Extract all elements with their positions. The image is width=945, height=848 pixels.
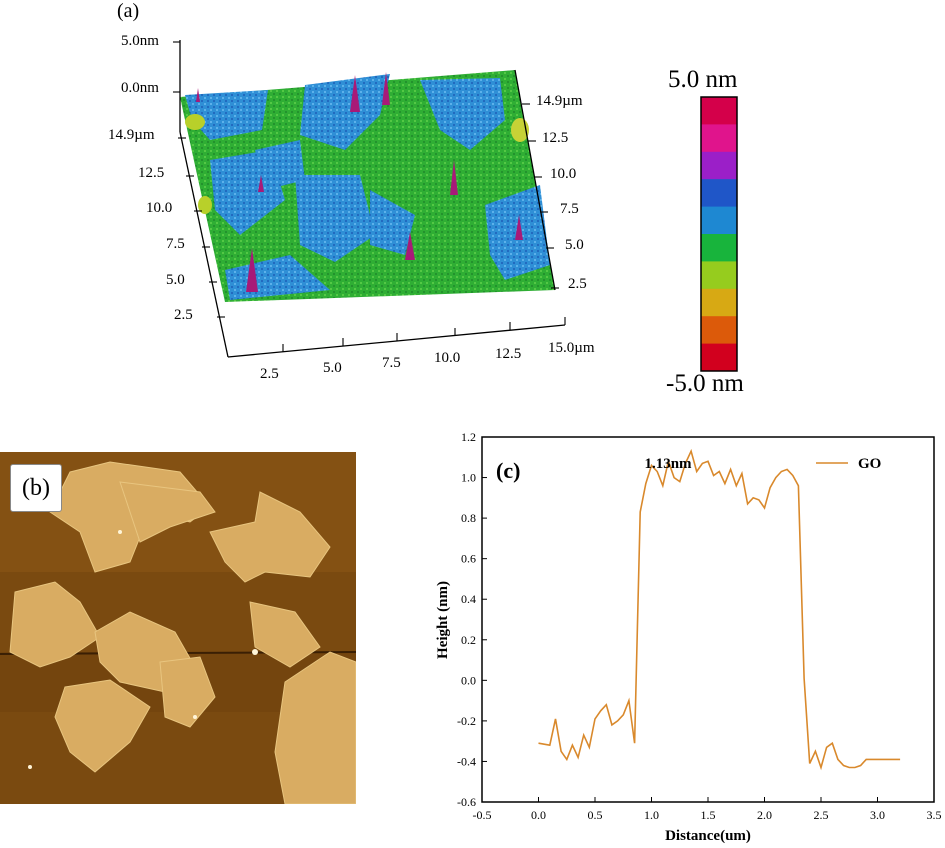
annotation-label: 1.13nm (644, 456, 692, 472)
y-left-tick: 10.0 (146, 200, 173, 216)
flake-9 (255, 140, 305, 190)
peak-2 (382, 72, 390, 105)
x-tick-label: 0.0 (531, 808, 546, 822)
peak-4 (246, 248, 258, 292)
y-tick-label: -0.4 (457, 754, 476, 768)
colorbar-swatch (701, 288, 737, 317)
panel-c-label: (c) (496, 458, 520, 483)
flake-b3 (209, 491, 331, 583)
yellow-spot-3 (198, 196, 212, 214)
colorbar-swatch (701, 206, 737, 235)
y-tick-label: 1.2 (461, 430, 476, 444)
x-tick-label: 3.5 (927, 808, 942, 822)
y-tick-label: -0.6 (457, 795, 476, 809)
peak-6 (515, 215, 523, 240)
flake-3 (420, 78, 505, 150)
flake-b9 (274, 651, 356, 804)
colorbar-swatch (701, 261, 737, 290)
peak-3 (450, 160, 458, 195)
plot-frame (481, 436, 935, 803)
panel-a-label: (a) (117, 0, 140, 22)
y-tick-label: 1.0 (461, 471, 476, 485)
colorbar (700, 96, 738, 372)
x-axis-label: Distance(um) (665, 828, 751, 844)
colorbar-swatch (701, 234, 737, 262)
colorbar-swatch (701, 179, 737, 208)
flake-5 (295, 175, 375, 262)
flake-b7 (159, 656, 216, 728)
flake-b8 (54, 679, 151, 773)
y-right-tick: 14.9µm (536, 93, 583, 109)
y-right-tick: 10.0 (550, 166, 577, 182)
colorbar-top-label: 5.0 nm (668, 66, 738, 93)
y-tick-label: 0.4 (461, 592, 476, 606)
flake-2 (300, 74, 390, 150)
flake-b4 (9, 581, 101, 668)
y-right-tick: 12.5 (542, 130, 569, 146)
x-tick: 12.5 (495, 346, 522, 362)
legend-label-go: GO (858, 456, 881, 472)
x-tick: 10.0 (434, 350, 461, 366)
x-tick: 5.0 (323, 360, 342, 376)
flake-1 (185, 90, 268, 140)
x-tick-label: 3.0 (870, 808, 885, 822)
y-right-tick: 2.5 (568, 276, 587, 292)
y-left-tick: 14.9µm (108, 127, 155, 143)
panel-b-label: (b) (10, 464, 62, 512)
x-tick-label: 1.0 (644, 808, 659, 822)
y-tick-label: -0.2 (457, 714, 476, 728)
flake-b6 (249, 601, 321, 668)
y-axis-label: Height (nm) (435, 581, 451, 659)
y-tick-label: 0.0 (461, 673, 476, 687)
y-right-tick: 5.0 (565, 237, 584, 253)
particle (118, 530, 122, 534)
y-tick-label: 0.2 (461, 633, 476, 647)
y-tick-label: 0.6 (461, 552, 476, 566)
z-tick-top: 5.0nm (121, 33, 159, 49)
particle (28, 765, 32, 769)
y-left-tick: 5.0 (166, 272, 185, 288)
x-tick-label: 0.5 (588, 808, 603, 822)
y-right-tick: 7.5 (560, 201, 579, 217)
yellow-spot-1 (185, 114, 205, 130)
x-tick: 7.5 (382, 355, 401, 371)
afm-3d-surface (173, 40, 566, 358)
x-tick-label: 2.0 (757, 808, 772, 822)
peak-7 (196, 88, 200, 102)
particle (252, 649, 258, 655)
colorbar-swatch (701, 343, 737, 372)
y-left-tick: 2.5 (174, 307, 193, 323)
x-tick: 15.0µm (548, 340, 595, 356)
x-tick-label: 2.5 (814, 808, 829, 822)
y-tick-label: 0.8 (461, 511, 476, 525)
series-line-go (538, 448, 901, 771)
colorbar-swatch (701, 151, 737, 180)
peak-5 (405, 232, 415, 260)
x-tick: 2.5 (260, 366, 279, 382)
colorbar-swatch (701, 124, 737, 153)
particle (193, 715, 197, 719)
x-tick-label: 1.5 (701, 808, 716, 822)
colorbar-swatch (701, 316, 737, 345)
x-tick-label: -0.5 (473, 808, 492, 822)
y-left-tick: 7.5 (166, 236, 185, 252)
z-tick-zero: 0.0nm (121, 80, 159, 96)
peak-1 (350, 75, 360, 112)
colorbar-bottom-label: -5.0 nm (666, 370, 744, 397)
peak-8 (258, 175, 264, 192)
y-left-tick: 12.5 (138, 165, 165, 181)
flake-6 (370, 190, 415, 255)
colorbar-swatch (701, 97, 737, 125)
flake-b2 (119, 481, 216, 543)
height-profile-chart: -0.6 -0.4 -0.2 0.0 0.2 0.4 0.6 0.8 1.0 1.2 -0.5 0.… (435, 430, 942, 844)
